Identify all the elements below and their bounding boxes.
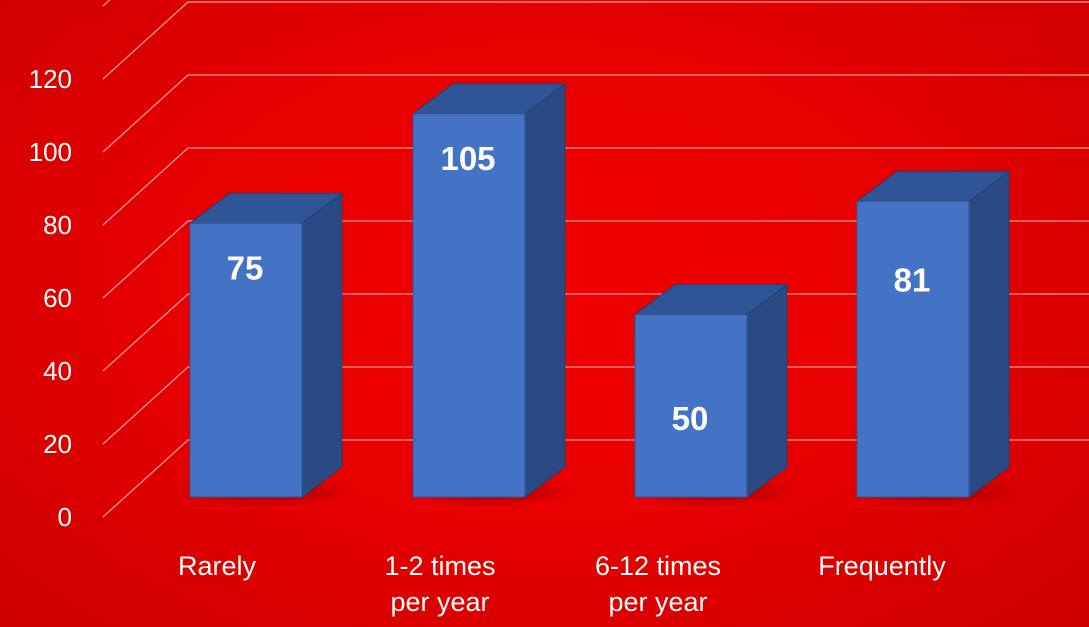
data-label: 81 <box>894 261 931 298</box>
category-labels: Rarely 1-2 times per year 6-12 times per yea… <box>178 551 946 617</box>
category-label: 1-2 times per year <box>384 551 495 617</box>
data-label: 50 <box>672 400 709 437</box>
y-tick-label: 60 <box>43 283 72 313</box>
y-tick-label: 0 <box>58 502 72 532</box>
data-label: 75 <box>227 249 264 286</box>
bars: 75 105 50 81 <box>182 82 1017 507</box>
gridline <box>102 220 1089 299</box>
bar-front-face <box>856 200 970 498</box>
bar: 75 <box>182 192 350 507</box>
gridline <box>102 74 1089 153</box>
category-label: 6-12 times per year <box>595 551 721 617</box>
bar-front-face <box>634 314 748 498</box>
gridline <box>102 366 1089 445</box>
y-tick-label: 20 <box>43 429 72 459</box>
gridline <box>102 0 111 7</box>
bar-front-face <box>412 113 526 498</box>
gridline <box>102 293 1089 372</box>
y-tick-label: 80 <box>43 210 72 240</box>
bar: 81 <box>849 170 1017 507</box>
gridline <box>102 1 1089 80</box>
data-label: 105 <box>440 140 495 177</box>
y-axis-ticks: 0 20 40 60 80 100 120 <box>29 64 72 532</box>
bar-front-face <box>189 222 303 498</box>
y-tick-label: 40 <box>43 356 72 386</box>
bar: 50 <box>627 283 795 507</box>
gridline <box>102 147 1089 226</box>
bar-side-face <box>524 82 566 498</box>
category-label: Frequently <box>818 551 946 581</box>
category-label: Rarely <box>178 551 257 581</box>
y-tick-label: 100 <box>29 137 72 167</box>
y-tick-label: 120 <box>29 64 72 94</box>
bar-side-face <box>301 192 343 498</box>
bar: 105 <box>405 82 573 507</box>
gridlines <box>102 0 1089 518</box>
bar-side-face <box>746 283 788 498</box>
gridline <box>102 439 1089 518</box>
bar-side-face <box>968 170 1010 498</box>
